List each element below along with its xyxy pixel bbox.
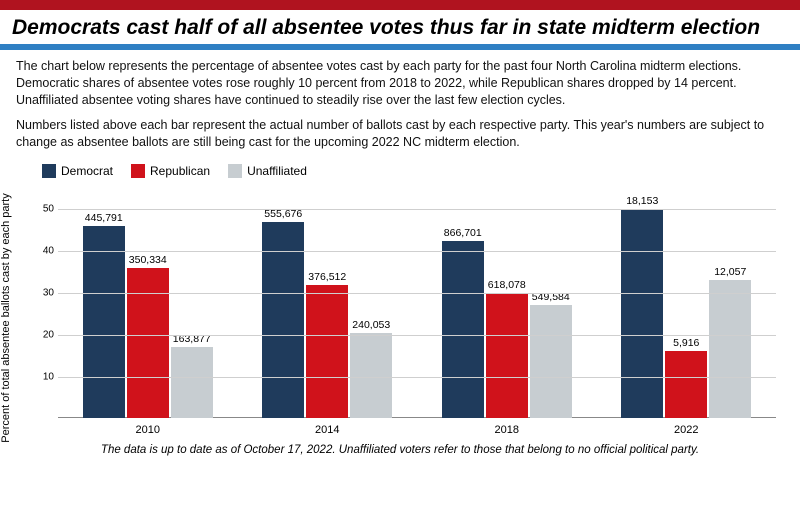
bar: 350,334 bbox=[127, 268, 169, 419]
y-tick-label: 10 bbox=[34, 371, 54, 382]
legend-label: Unaffiliated bbox=[247, 164, 307, 178]
legend-item: Democrat bbox=[42, 164, 113, 178]
x-axis-label: 2010 bbox=[58, 424, 238, 436]
bar-group: 445,791350,334163,8772010 bbox=[58, 188, 238, 418]
grid-line bbox=[58, 209, 776, 210]
y-axis-label: Percent of total absentee ballots cast b… bbox=[0, 194, 12, 443]
legend: Democrat Republican Unaffiliated bbox=[0, 158, 800, 178]
description-paragraph: Numbers listed above each bar represent … bbox=[16, 117, 784, 151]
bar-count-label: 445,791 bbox=[85, 212, 123, 224]
legend-swatch bbox=[131, 164, 145, 178]
y-tick-label: 40 bbox=[34, 246, 54, 257]
plot-area: 445,791350,334163,8772010555,676376,5122… bbox=[58, 188, 776, 418]
bar-count-label: 350,334 bbox=[129, 254, 167, 266]
legend-swatch bbox=[228, 164, 242, 178]
y-tick-label: 50 bbox=[34, 204, 54, 215]
bar: 240,053 bbox=[350, 333, 392, 419]
x-axis-label: 2018 bbox=[417, 424, 597, 436]
bar-count-label: 18,153 bbox=[626, 195, 658, 207]
legend-label: Democrat bbox=[61, 164, 113, 178]
bar-count-label: 618,078 bbox=[488, 279, 526, 291]
chart: Percent of total absentee ballots cast b… bbox=[16, 182, 784, 442]
y-tick-label: 30 bbox=[34, 287, 54, 298]
bar: 5,916 bbox=[665, 351, 707, 418]
x-axis-label: 2014 bbox=[238, 424, 418, 436]
legend-item: Unaffiliated bbox=[228, 164, 307, 178]
grid-line bbox=[58, 335, 776, 336]
bar-count-label: 12,057 bbox=[714, 266, 746, 278]
legend-label: Republican bbox=[150, 164, 210, 178]
bar-count-label: 240,053 bbox=[352, 319, 390, 331]
y-tick-label: 20 bbox=[34, 329, 54, 340]
x-axis-label: 2022 bbox=[597, 424, 777, 436]
bar-group: 18,1535,91612,0572022 bbox=[597, 188, 777, 418]
bar-groups: 445,791350,334163,8772010555,676376,5122… bbox=[58, 188, 776, 418]
bar-count-label: 5,916 bbox=[673, 337, 699, 349]
bar-count-label: 866,701 bbox=[444, 227, 482, 239]
bar: 12,057 bbox=[709, 280, 751, 418]
legend-swatch bbox=[42, 164, 56, 178]
bar: 163,877 bbox=[171, 347, 213, 418]
bar: 445,791 bbox=[83, 226, 125, 418]
description-paragraph: The chart below represents the percentag… bbox=[16, 58, 784, 109]
bar: 866,701 bbox=[442, 241, 484, 419]
top-accent-bar bbox=[0, 0, 800, 10]
grid-line bbox=[58, 251, 776, 252]
footnote: The data is up to date as of October 17,… bbox=[0, 442, 800, 456]
bar-group: 555,676376,512240,0532014 bbox=[238, 188, 418, 418]
bar-group: 866,701618,078549,5842018 bbox=[417, 188, 597, 418]
bar: 618,078 bbox=[486, 293, 528, 418]
bar: 549,584 bbox=[530, 305, 572, 418]
bar: 376,512 bbox=[306, 285, 348, 419]
grid-line bbox=[58, 293, 776, 294]
description-block: The chart below represents the percentag… bbox=[0, 50, 800, 150]
grid-line bbox=[58, 377, 776, 378]
legend-item: Republican bbox=[131, 164, 210, 178]
bar-count-label: 376,512 bbox=[308, 271, 346, 283]
bar: 18,153 bbox=[621, 209, 663, 418]
headline: Democrats cast half of all absentee vote… bbox=[0, 10, 800, 44]
